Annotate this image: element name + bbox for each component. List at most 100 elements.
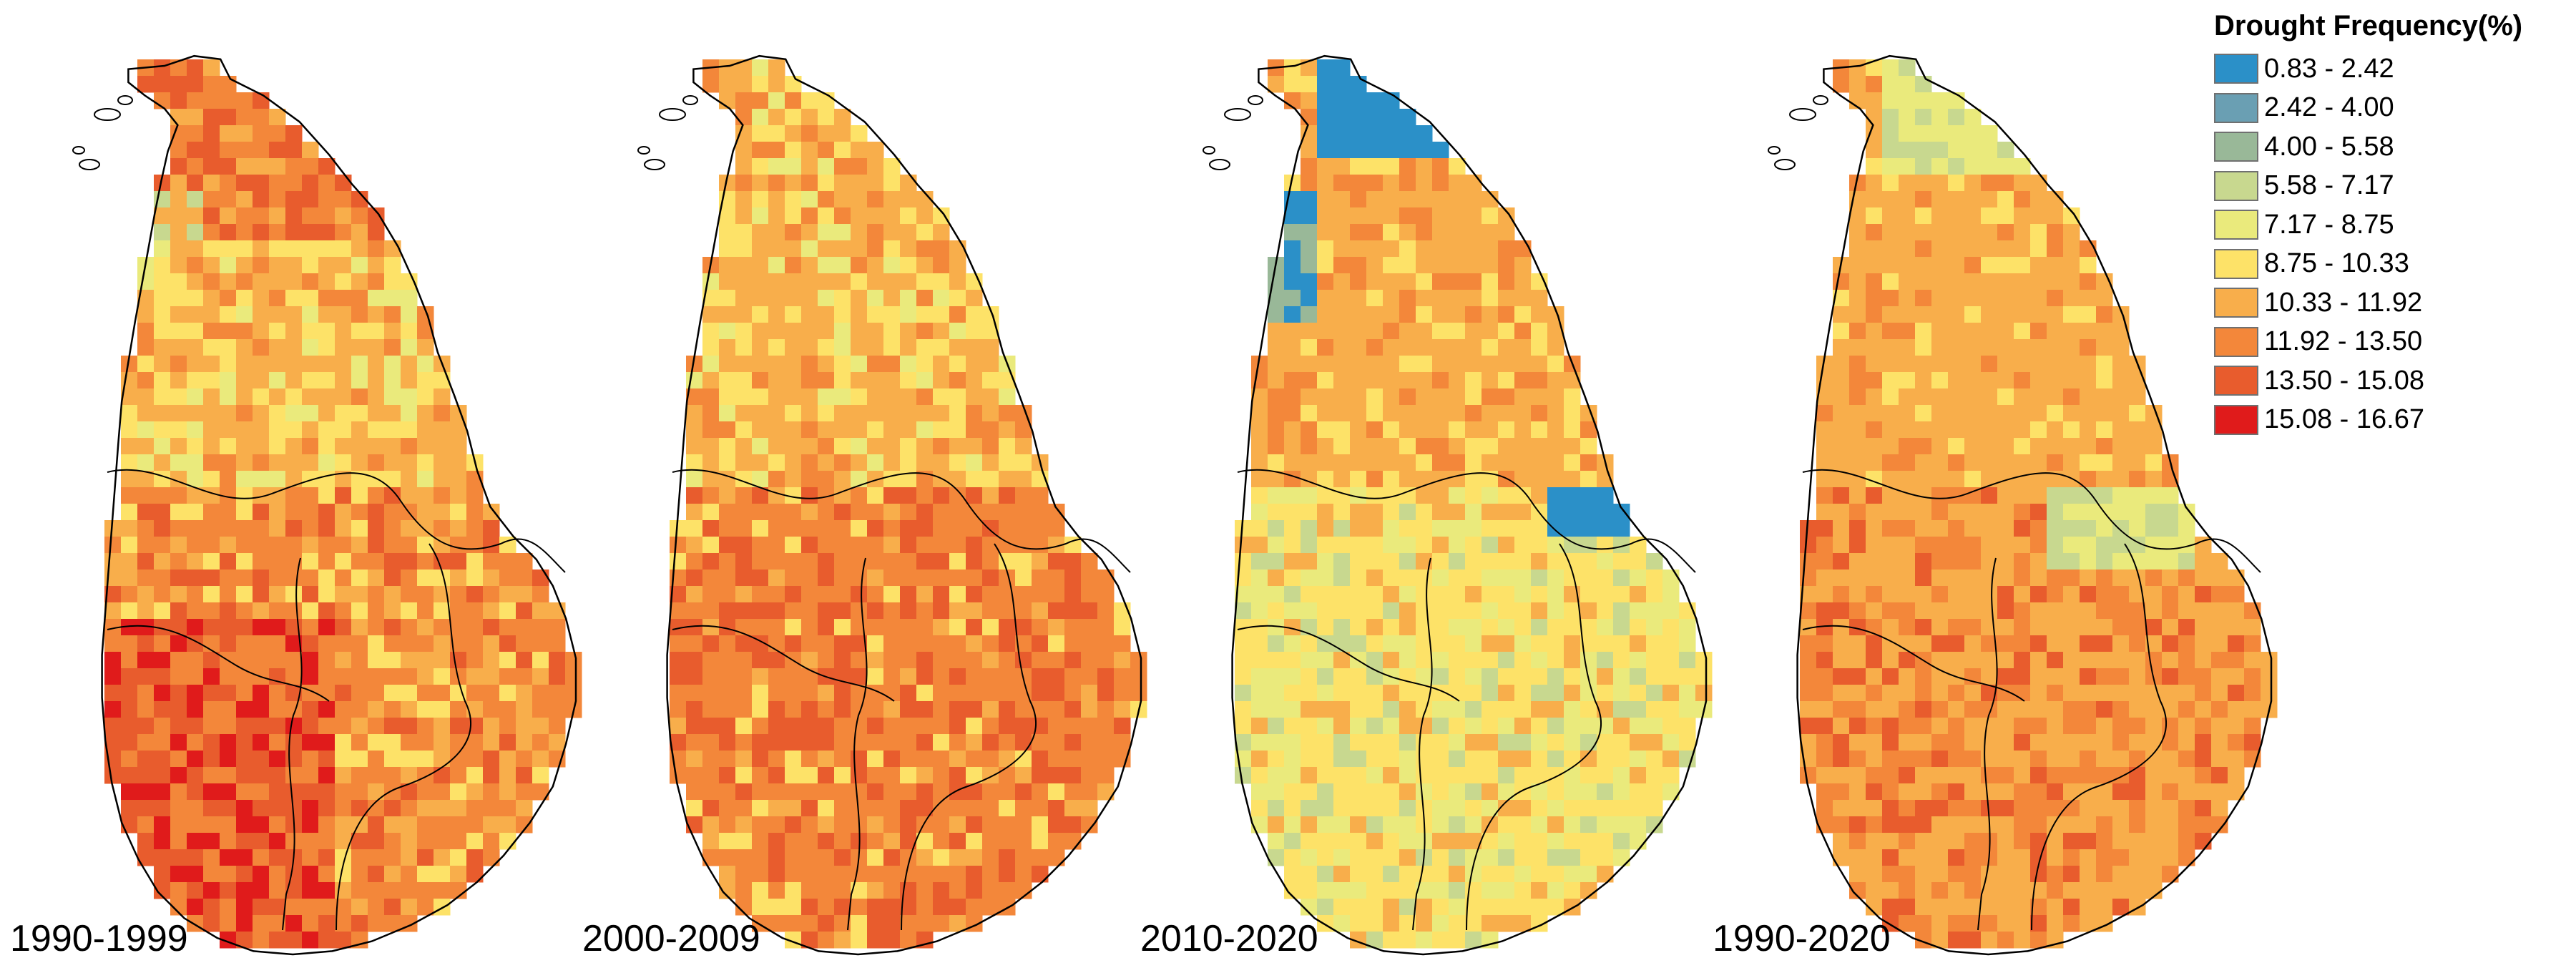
raster-cell: [1015, 849, 1032, 866]
raster-cell: [417, 685, 434, 702]
raster-cell: [236, 224, 253, 241]
raster-cell: [1997, 224, 2014, 241]
raster-cell: [1564, 783, 1581, 801]
raster-cell: [1915, 586, 1932, 603]
raster-cell: [335, 504, 352, 521]
raster-cell: [1317, 273, 1334, 290]
raster-cell: [450, 553, 467, 570]
raster-cell: [1432, 866, 1449, 883]
raster-cell: [2080, 388, 2097, 406]
raster-cell: [883, 405, 901, 422]
raster-cell: [2244, 718, 2261, 735]
raster-cell: [1662, 570, 1680, 587]
raster-cell: [170, 635, 187, 652]
raster-cell: [933, 273, 950, 290]
raster-cell: [1597, 504, 1614, 521]
raster-cell: [1498, 257, 1515, 274]
raster-cell: [2096, 290, 2113, 307]
raster-cell: [1498, 586, 1515, 603]
raster-cell: [916, 783, 934, 801]
raster-cell: [137, 751, 155, 768]
raster-cell: [187, 685, 204, 702]
raster-cell: [1064, 767, 1082, 784]
raster-cell: [686, 602, 703, 620]
raster-cell: [1833, 290, 1850, 307]
raster-cell: [768, 487, 785, 504]
raster-cell: [154, 240, 171, 258]
raster-cell: [1931, 685, 1949, 702]
raster-cell: [702, 504, 720, 521]
raster-cell: [434, 783, 451, 801]
raster-cell: [1882, 388, 1899, 406]
raster-cell: [2030, 866, 2047, 883]
raster-cell: [401, 849, 418, 866]
raster-cell: [933, 537, 950, 554]
raster-cell: [253, 619, 270, 636]
raster-cell: [702, 849, 720, 866]
raster-cell: [483, 816, 500, 834]
raster-cell: [2080, 471, 2097, 488]
raster-cell: [1301, 257, 1318, 274]
raster-cell: [236, 619, 253, 636]
raster-cell: [1366, 602, 1384, 620]
raster-cell: [1613, 816, 1630, 834]
raster-cell: [1235, 718, 1252, 735]
raster-cell: [1964, 504, 1982, 521]
raster-cell: [818, 537, 835, 554]
raster-cell: [801, 158, 818, 175]
raster-cell: [154, 504, 171, 521]
raster-cell: [1630, 800, 1647, 817]
raster-cell: [752, 405, 769, 422]
raster-cell: [1547, 438, 1564, 455]
raster-cell: [851, 537, 868, 554]
raster-cell: [867, 339, 884, 356]
raster-cell: [2145, 520, 2163, 537]
raster-cell: [1317, 783, 1334, 801]
raster-cell: [1816, 520, 1833, 537]
raster-cell: [916, 668, 934, 685]
raster-cell: [1882, 701, 1899, 718]
raster-cell: [1597, 685, 1614, 702]
raster-cell: [818, 833, 835, 850]
raster-cell: [867, 800, 884, 817]
raster-cell: [2195, 602, 2212, 620]
raster-cell: [1449, 833, 1466, 850]
legend-label: 0.83 - 2.42: [2264, 53, 2394, 84]
raster-cell: [1366, 882, 1384, 899]
raster-cell: [450, 833, 467, 850]
raster-cell: [900, 504, 917, 521]
raster-cell: [450, 701, 467, 718]
raster-cell: [1284, 273, 1301, 290]
raster-cell: [2063, 915, 2080, 932]
raster-cell: [351, 866, 368, 883]
raster-cell: [302, 471, 319, 488]
raster-cell: [1449, 191, 1466, 208]
raster-cell: [768, 175, 785, 192]
raster-cell: [1915, 570, 1932, 587]
raster-cell: [719, 767, 736, 784]
islet: [79, 159, 100, 170]
raster-cell: [1997, 240, 2014, 258]
raster-cell: [302, 356, 319, 373]
raster-cell: [532, 783, 549, 801]
raster-cell: [752, 421, 769, 439]
raster-cell: [1317, 323, 1334, 340]
raster-cell: [1333, 388, 1351, 406]
raster-cell: [170, 767, 187, 784]
raster-cell: [2014, 273, 2031, 290]
raster-cell: [1613, 701, 1630, 718]
raster-cell: [867, 421, 884, 439]
raster-cell: [1383, 421, 1400, 439]
raster-cell: [1866, 59, 1883, 77]
raster-cell: [368, 356, 385, 373]
raster-cell: [1564, 849, 1581, 866]
raster-cell: [2145, 586, 2163, 603]
raster-cell: [1964, 602, 1982, 620]
raster-cell: [1465, 356, 1482, 373]
raster-cell: [1800, 701, 1817, 718]
raster-cell: [1235, 652, 1252, 669]
raster-cell: [1613, 718, 1630, 735]
raster-cell: [785, 882, 802, 899]
raster-cell: [154, 207, 171, 225]
raster-cell: [1866, 224, 1883, 241]
